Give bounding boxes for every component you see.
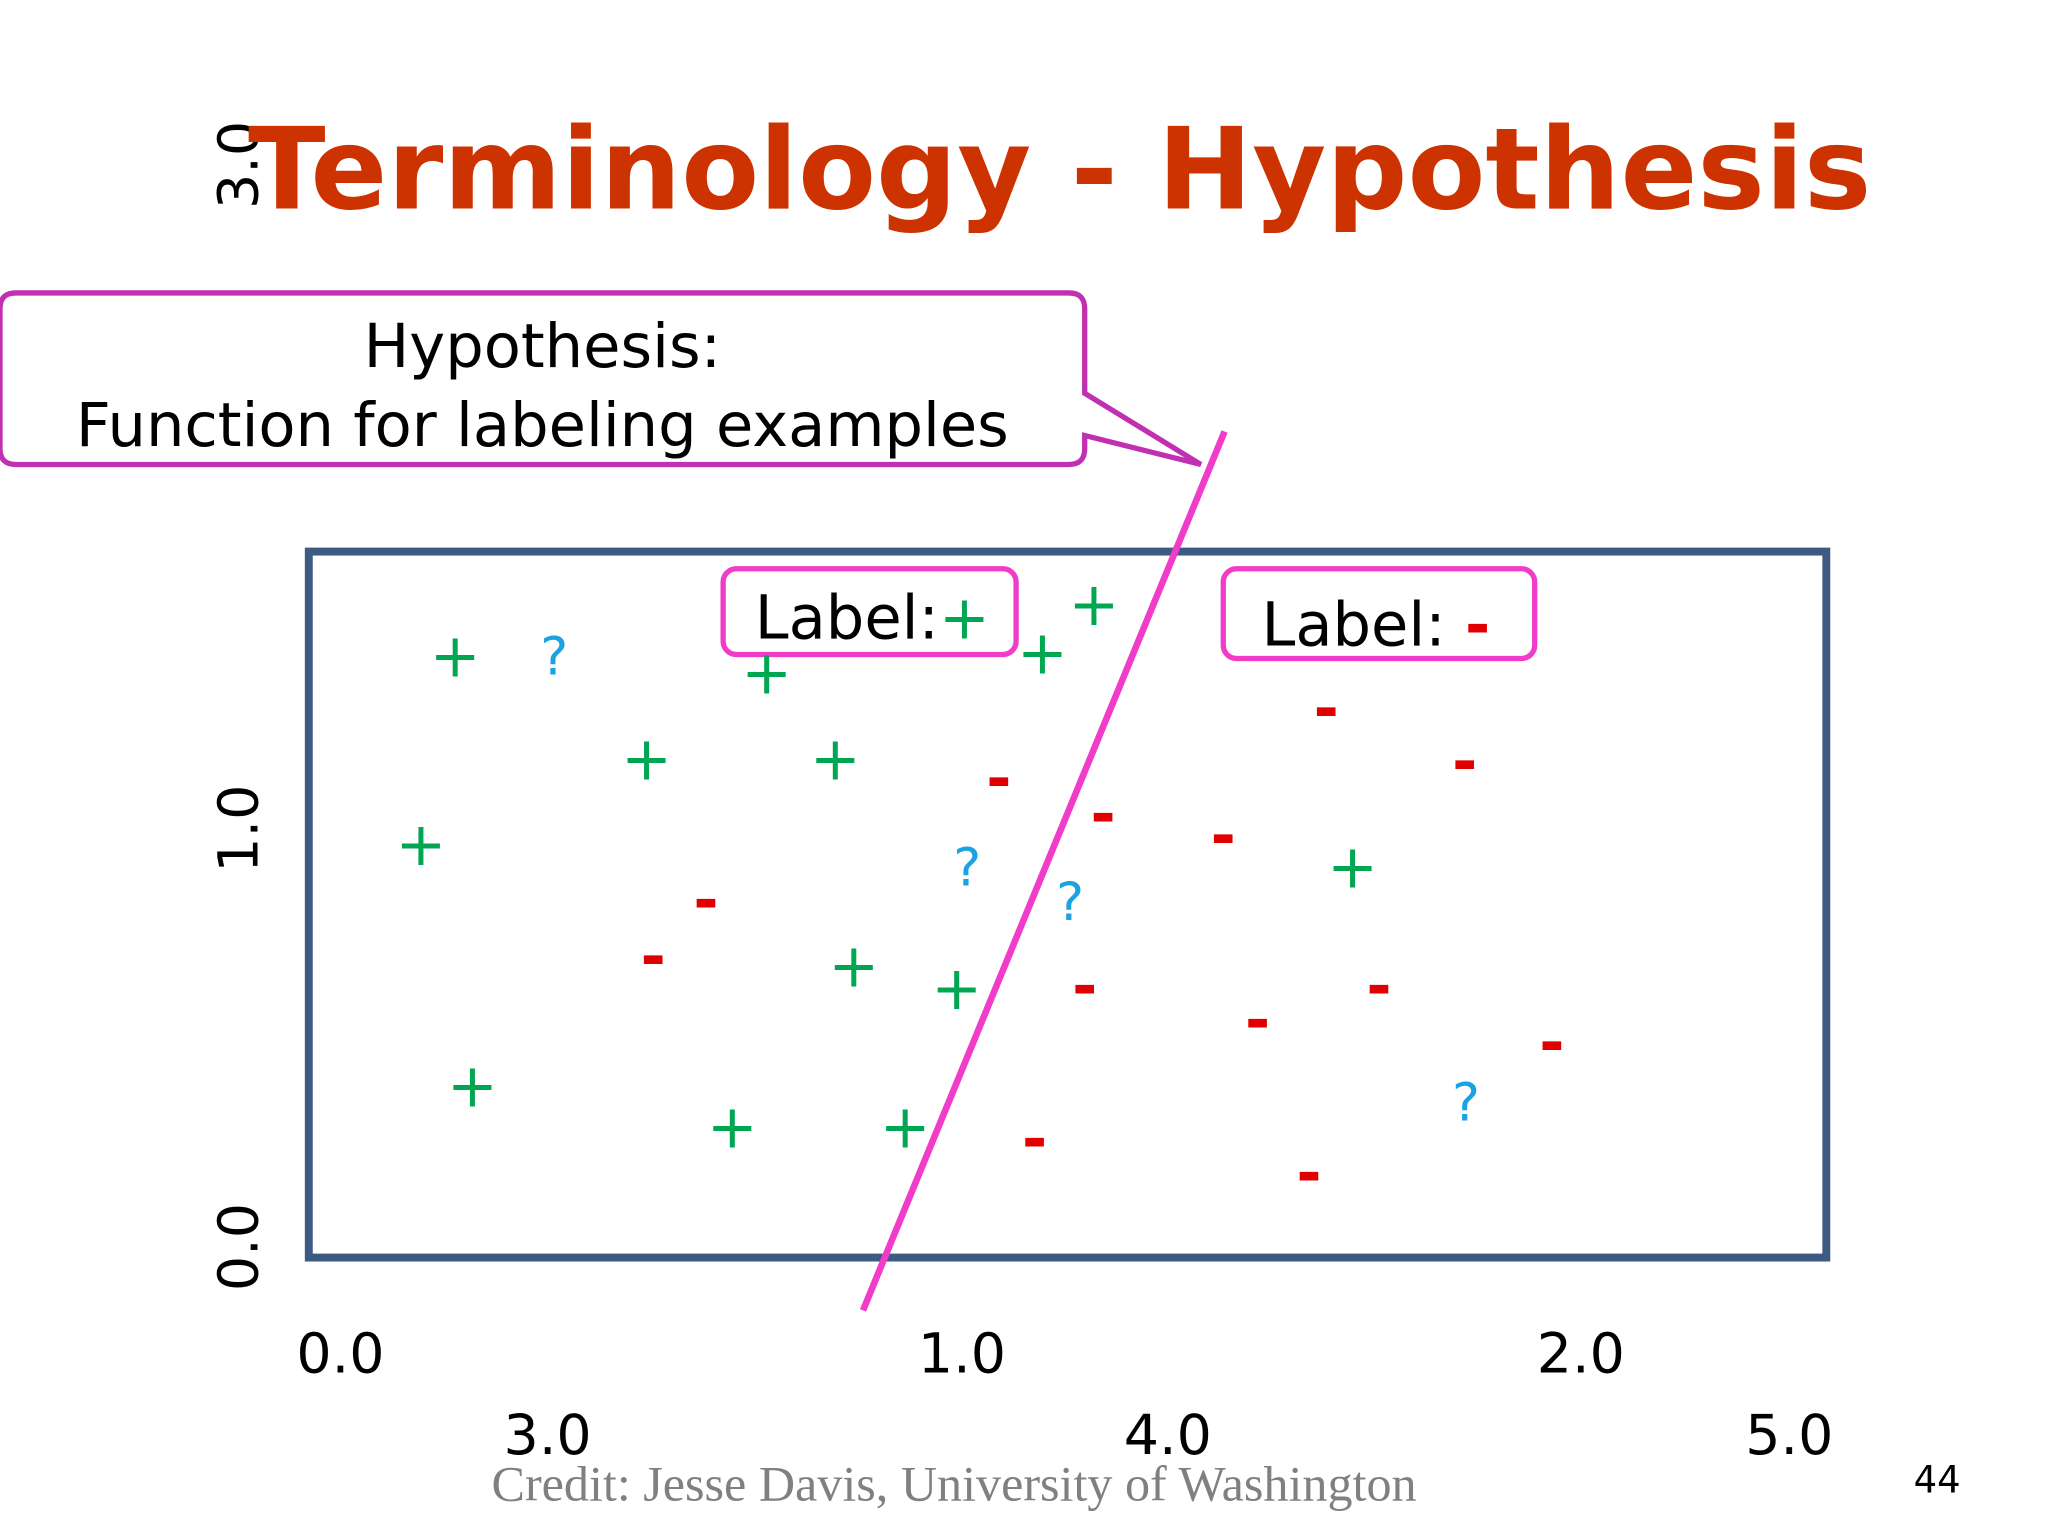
label-box — [1220, 566, 1538, 662]
example-point: ? — [540, 626, 568, 687]
page-number: 44 — [1914, 1458, 1961, 1501]
y-tick-label: 3.0 — [207, 121, 271, 209]
example-point: - — [1022, 1104, 1047, 1174]
label-word: Label: — [755, 584, 939, 654]
callout-line: Hypothesis: — [364, 312, 721, 382]
example-point: + — [810, 724, 861, 794]
label-text: Label:+ — [755, 584, 990, 654]
example-point: - — [693, 866, 718, 936]
example-point: ? — [953, 838, 981, 899]
label-box — [720, 566, 1019, 658]
y-tick-label: 1.0 — [207, 785, 271, 873]
x-tick-label: 1.0 — [918, 1322, 1006, 1386]
example-point: + — [1069, 570, 1120, 640]
hypothesis-line — [859, 430, 1228, 1312]
y-tick-label: 0.0 — [207, 1203, 271, 1291]
slide-title: Terminology - Hypothesis — [248, 103, 1871, 235]
example-point: ? — [1056, 872, 1084, 933]
example-point: + — [880, 1092, 931, 1162]
example-point: + — [396, 810, 447, 880]
example-point: - — [1452, 727, 1477, 797]
example-point: + — [430, 621, 481, 691]
example-point: + — [1327, 833, 1378, 903]
example-point: - — [1314, 674, 1339, 744]
label-symbol: - — [1465, 590, 1490, 660]
callout-box — [0, 290, 1203, 468]
points: +? ++ ++++---- - +??-- + + - -- -+ ?+ + - - — [396, 570, 1565, 1209]
example-point: - — [641, 922, 666, 992]
example-point: - — [1296, 1139, 1321, 1209]
example-point: + — [707, 1092, 758, 1162]
example-point: - — [1366, 951, 1391, 1021]
label-text: Label: - — [1262, 590, 1491, 660]
example-point: - — [1091, 780, 1116, 850]
callout-line: Function for labeling examples — [76, 391, 1009, 461]
example-point: + — [828, 931, 879, 1001]
feature-space — [304, 547, 1831, 1262]
x-tick-labels: 0.0 1.0 2.0 3.0 4.0 5.0 — [296, 1322, 1833, 1468]
label-word: Label: — [1262, 590, 1465, 660]
example-point: - — [986, 744, 1011, 814]
x-tick-label: 2.0 — [1537, 1322, 1625, 1386]
example-point: + — [931, 954, 982, 1024]
x-tick-label: 3.0 — [504, 1404, 592, 1468]
example-point: ? — [1452, 1072, 1480, 1133]
example-point: + — [621, 724, 672, 794]
example-point: - — [1072, 951, 1097, 1021]
x-tick-label: 5.0 — [1745, 1404, 1833, 1468]
example-point: + — [741, 639, 792, 709]
example-point: - — [1211, 801, 1236, 871]
x-tick-label: 0.0 — [296, 1322, 384, 1386]
label-symbol: + — [939, 584, 990, 654]
example-point: + — [1017, 619, 1068, 689]
example-point: - — [1245, 986, 1270, 1056]
x-tick-label: 4.0 — [1124, 1404, 1212, 1468]
example-point: + — [447, 1052, 498, 1122]
example-point: - — [1539, 1008, 1564, 1078]
credit: Credit: Jesse Davis, University of Washi… — [492, 1455, 1417, 1511]
